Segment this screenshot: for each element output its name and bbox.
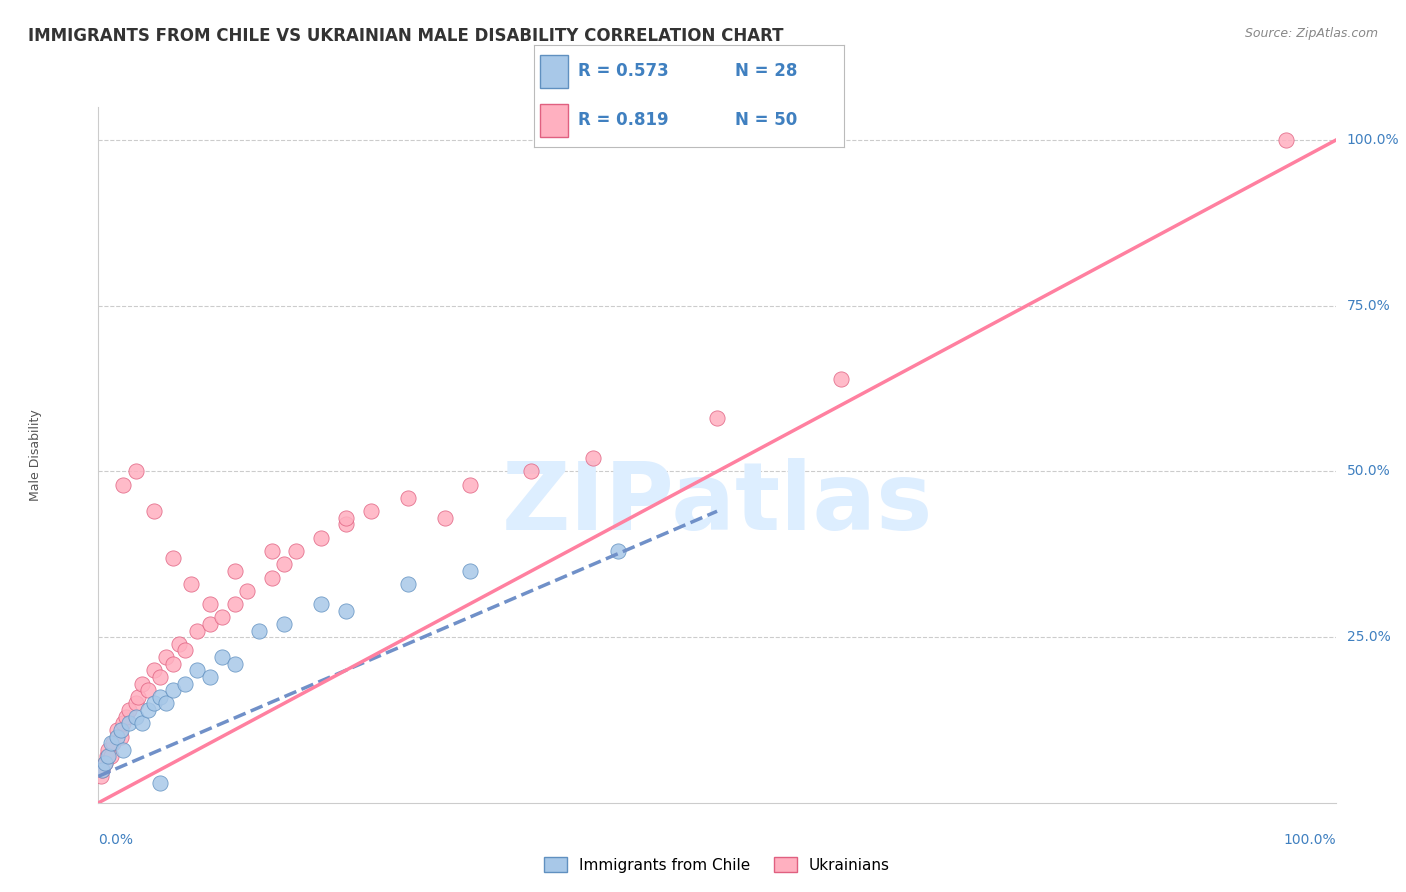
Point [198, 670, 221, 684]
Point [110, 730, 132, 744]
Point [149, 690, 172, 704]
Point [118, 703, 141, 717]
Point [706, 411, 728, 425]
Point [236, 583, 259, 598]
Point [90, 769, 112, 783]
Point [224, 657, 246, 671]
Point [211, 650, 233, 665]
Point [335, 511, 357, 525]
Point [162, 550, 184, 565]
Point [198, 616, 221, 631]
Point [520, 465, 543, 479]
Point [335, 517, 357, 532]
Point [114, 709, 136, 723]
Text: 100.0%: 100.0% [1347, 133, 1399, 147]
Point [224, 597, 246, 611]
Point [131, 716, 153, 731]
Point [93, 756, 115, 770]
Point [273, 558, 295, 572]
Point [112, 743, 135, 757]
Text: Source: ZipAtlas.com: Source: ZipAtlas.com [1244, 27, 1378, 40]
Point [186, 663, 208, 677]
Point [97, 749, 120, 764]
Point [143, 663, 166, 677]
Point [110, 723, 132, 737]
Point [360, 504, 382, 518]
Point [174, 676, 197, 690]
Point [458, 564, 481, 578]
Point [93, 756, 115, 770]
Point [247, 624, 270, 638]
Point [285, 544, 308, 558]
Point [100, 749, 122, 764]
Point [174, 643, 197, 657]
Point [149, 776, 172, 790]
Text: IMMIGRANTS FROM CHILE VS UKRAINIAN MALE DISABILITY CORRELATION CHART: IMMIGRANTS FROM CHILE VS UKRAINIAN MALE … [28, 27, 783, 45]
Text: ZIPatlas: ZIPatlas [502, 458, 932, 549]
Text: N = 28: N = 28 [735, 62, 797, 80]
Point [167, 637, 190, 651]
FancyBboxPatch shape [540, 103, 568, 137]
Text: 0.0%: 0.0% [98, 833, 134, 847]
Point [105, 723, 128, 737]
Point [118, 716, 141, 731]
Point [335, 604, 357, 618]
Point [91, 763, 114, 777]
Point [396, 491, 419, 505]
Point [124, 709, 146, 723]
Point [458, 477, 481, 491]
Point [830, 372, 852, 386]
Point [180, 577, 202, 591]
Point [131, 676, 153, 690]
Text: R = 0.573: R = 0.573 [578, 62, 668, 80]
Point [112, 716, 135, 731]
Point [105, 730, 128, 744]
Point [155, 650, 177, 665]
Point [607, 544, 630, 558]
Point [224, 564, 246, 578]
Point [112, 477, 135, 491]
Point [396, 577, 419, 591]
Point [124, 697, 146, 711]
Point [186, 624, 208, 638]
Point [91, 763, 114, 777]
Point [103, 736, 125, 750]
Point [136, 703, 159, 717]
Point [97, 743, 120, 757]
Point [1275, 133, 1298, 147]
Point [96, 749, 118, 764]
Legend: Immigrants from Chile, Ukrainians: Immigrants from Chile, Ukrainians [538, 850, 896, 879]
Point [124, 465, 146, 479]
Point [582, 451, 605, 466]
Point [309, 597, 332, 611]
Text: R = 0.819: R = 0.819 [578, 111, 668, 129]
Text: 50.0%: 50.0% [1347, 465, 1391, 478]
Point [127, 690, 149, 704]
Text: 100.0%: 100.0% [1284, 833, 1336, 847]
Point [155, 697, 177, 711]
Point [162, 683, 184, 698]
Point [260, 570, 283, 584]
Point [149, 670, 172, 684]
Point [309, 531, 332, 545]
Point [273, 616, 295, 631]
Point [136, 683, 159, 698]
Point [143, 697, 166, 711]
FancyBboxPatch shape [540, 55, 568, 88]
Point [260, 544, 283, 558]
Point [198, 597, 221, 611]
Point [162, 657, 184, 671]
Point [211, 610, 233, 624]
Text: 75.0%: 75.0% [1347, 299, 1391, 313]
Text: 25.0%: 25.0% [1347, 630, 1391, 644]
Text: N = 50: N = 50 [735, 111, 797, 129]
Point [433, 511, 456, 525]
Point [143, 504, 166, 518]
Text: Male Disability: Male Disability [30, 409, 42, 500]
Point [100, 736, 122, 750]
